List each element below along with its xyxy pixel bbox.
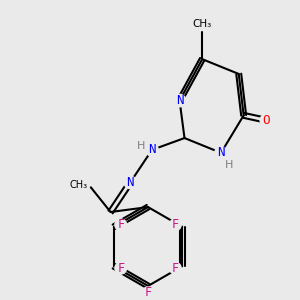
Circle shape — [169, 262, 181, 274]
Text: H: H — [137, 141, 145, 151]
Text: F: F — [172, 262, 179, 275]
Circle shape — [124, 176, 136, 189]
Text: CH₃: CH₃ — [70, 180, 88, 190]
Text: N: N — [148, 143, 156, 156]
Text: F: F — [117, 262, 124, 275]
Text: N: N — [176, 94, 183, 107]
Text: F: F — [117, 218, 124, 231]
Text: N: N — [127, 176, 134, 189]
Circle shape — [169, 219, 181, 231]
Circle shape — [142, 287, 154, 299]
Circle shape — [146, 144, 158, 156]
Text: F: F — [145, 286, 152, 299]
Text: CH₃: CH₃ — [193, 19, 212, 28]
Circle shape — [215, 147, 227, 159]
Text: O: O — [262, 114, 270, 127]
Text: F: F — [172, 218, 179, 231]
Text: H: H — [225, 160, 233, 170]
Circle shape — [173, 94, 186, 107]
Circle shape — [115, 219, 127, 231]
Text: N: N — [217, 146, 225, 159]
Circle shape — [260, 114, 273, 127]
Circle shape — [115, 262, 127, 274]
